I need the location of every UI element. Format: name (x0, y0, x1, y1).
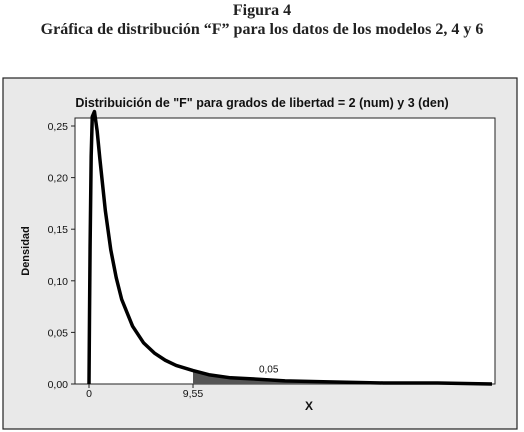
x-tick-label: 9,55 (183, 388, 204, 400)
y-axis-label: Densidad (20, 226, 32, 276)
y-tick-label: 0,20 (48, 173, 69, 185)
y-tick-label: 0,15 (48, 224, 69, 236)
tail-area-label: 0,05 (259, 365, 279, 376)
y-tick-label: 0,00 (48, 379, 69, 391)
figure-number: Figura 4 (232, 2, 292, 19)
plot-area (74, 117, 496, 385)
x-axis-label: X (305, 399, 313, 413)
figure-caption: Gráfica de distribución “F” para los dat… (40, 21, 484, 38)
chart-title: Distribuición de "F" para grados de libe… (75, 96, 448, 110)
y-tick-label: 0,10 (48, 276, 69, 288)
y-tick-label: 0,25 (48, 121, 69, 133)
x-tick-label: 0 (86, 388, 92, 400)
y-tick-label: 0,05 (48, 327, 69, 339)
density-curve (87, 109, 493, 386)
